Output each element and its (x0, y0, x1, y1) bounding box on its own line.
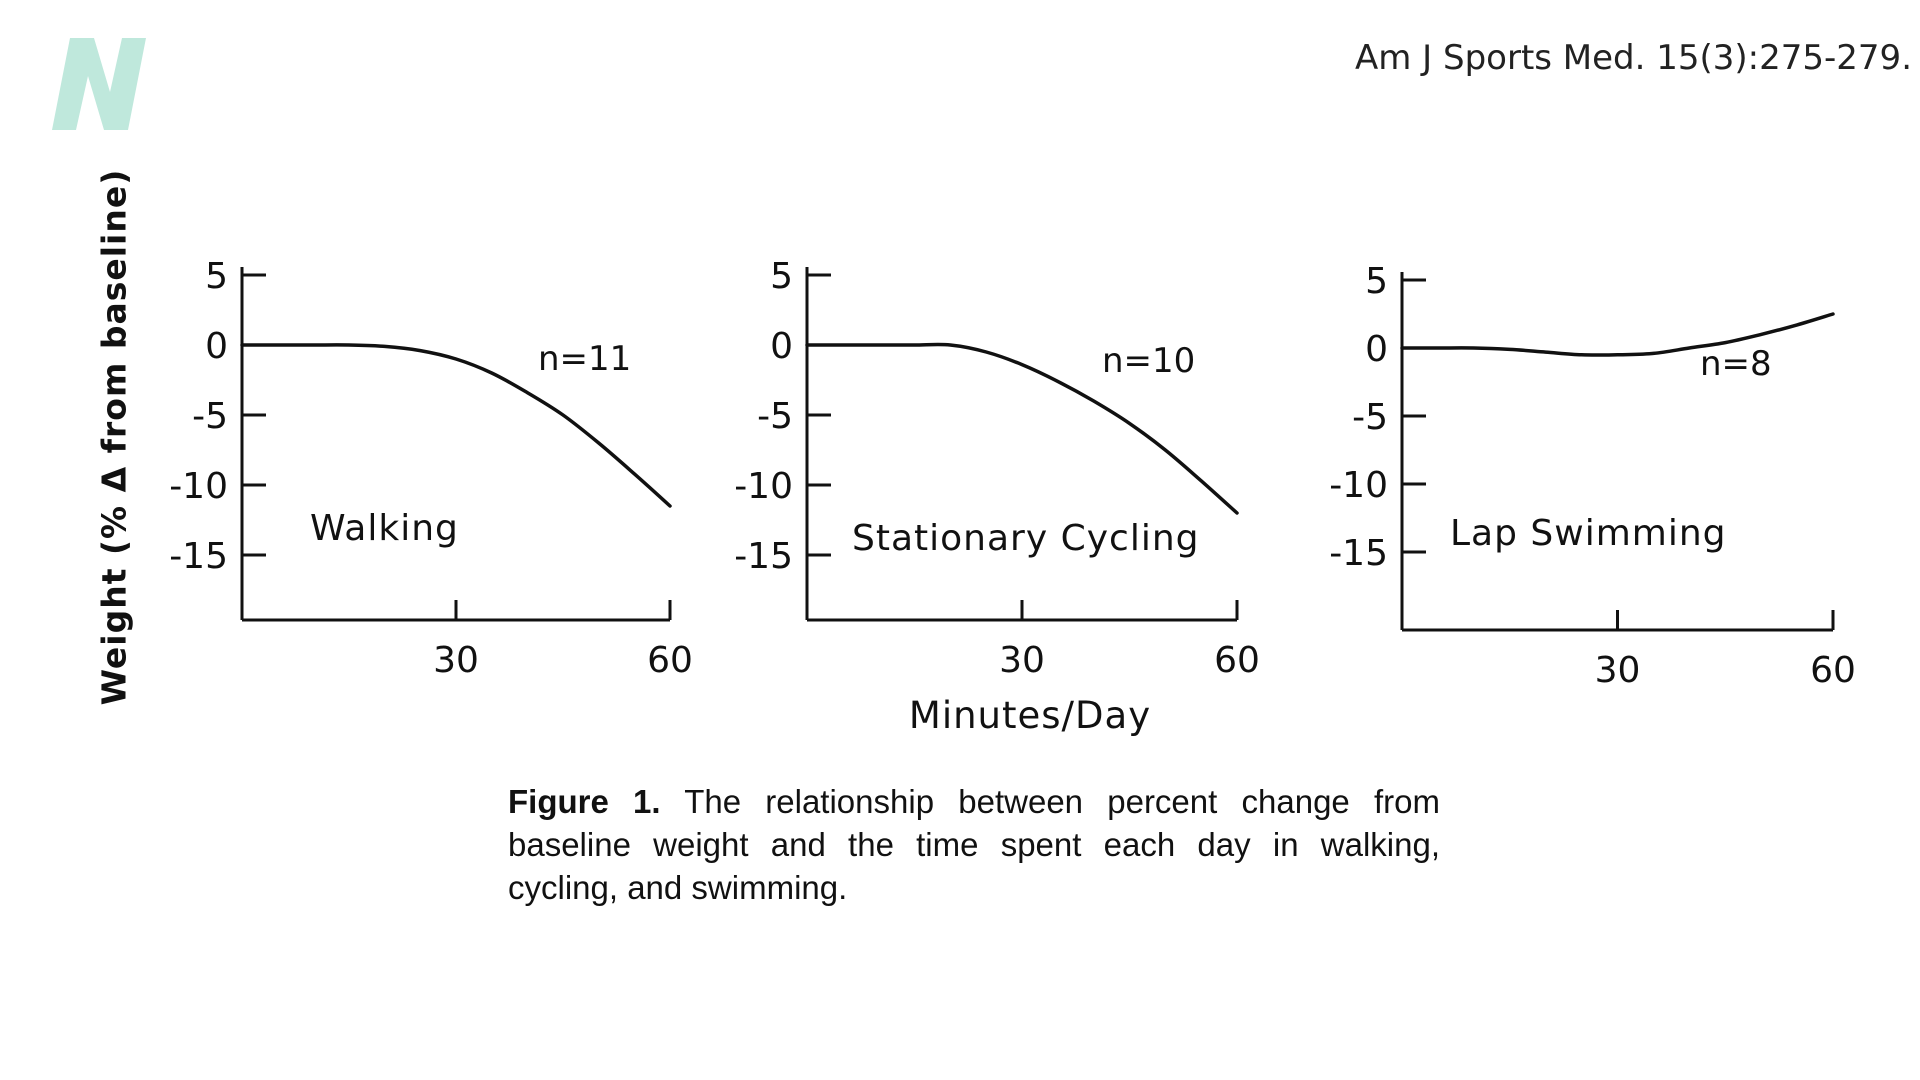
figure-caption: Figure 1. The relationship between perce… (508, 780, 1440, 909)
x-tick-label: 60 (1214, 640, 1260, 681)
x-tick-label: 30 (1595, 650, 1641, 691)
y-tick-label: 0 (770, 326, 793, 367)
sample-size-label: n=11 (538, 339, 631, 379)
y-tick-label: 0 (205, 326, 228, 367)
y-tick-label: -5 (757, 396, 793, 437)
y-tick-label: -5 (1352, 397, 1388, 438)
sample-size-label: n=8 (1700, 344, 1772, 384)
x-tick-label: 30 (999, 640, 1045, 681)
caption-label: Figure 1. (508, 783, 661, 820)
logo-n-icon (52, 38, 146, 130)
series-line-lap-swimming (1400, 312, 1835, 357)
y-tick-label: 0 (1365, 329, 1388, 370)
citation-text: Am J Sports Med. 15(3):275-279. (1354, 38, 1912, 78)
panel-label: Walking (310, 508, 459, 549)
y-tick-label: -10 (169, 466, 228, 507)
x-tick-label: 60 (647, 640, 693, 681)
chart-area: 5 0 -5 -10 -15 30 60 Walking n=11 5 0 -5 -10 -15 30 60 S… (169, 256, 1856, 691)
caption-text: The relationship between percent change … (508, 783, 1441, 906)
y-tick-label: 5 (770, 256, 793, 297)
y-tick-label: -10 (1329, 465, 1388, 506)
y-tick-label: 5 (205, 256, 228, 297)
series-line-stationary-cycling (805, 342, 1239, 515)
y-tick-label: -5 (192, 396, 228, 437)
y-tick-label: -10 (734, 466, 793, 507)
sample-size-label: n=10 (1102, 341, 1195, 381)
y-tick-label: -15 (169, 536, 228, 577)
x-axis-label: Minutes/Day (908, 694, 1152, 737)
panel-label: Stationary Cycling (852, 518, 1200, 559)
x-tick-label: 30 (433, 640, 479, 681)
series-line-walking (240, 343, 672, 508)
y-tick-label: -15 (1329, 533, 1388, 574)
y-tick-label: -15 (734, 536, 793, 577)
panel-label: Lap Swimming (1450, 513, 1727, 554)
x-tick-label: 60 (1810, 650, 1856, 691)
y-tick-label: 5 (1365, 261, 1388, 302)
